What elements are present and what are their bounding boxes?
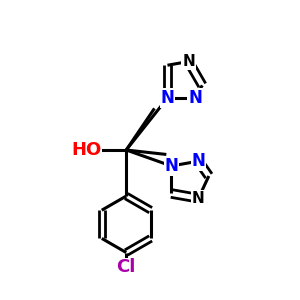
- Text: N: N: [164, 157, 178, 175]
- Text: N: N: [192, 191, 205, 206]
- Text: Cl: Cl: [116, 258, 136, 276]
- Text: N: N: [191, 152, 206, 170]
- Text: N: N: [182, 54, 195, 69]
- Text: N: N: [188, 89, 202, 107]
- Text: HO: HO: [71, 141, 101, 159]
- Text: N: N: [160, 89, 174, 107]
